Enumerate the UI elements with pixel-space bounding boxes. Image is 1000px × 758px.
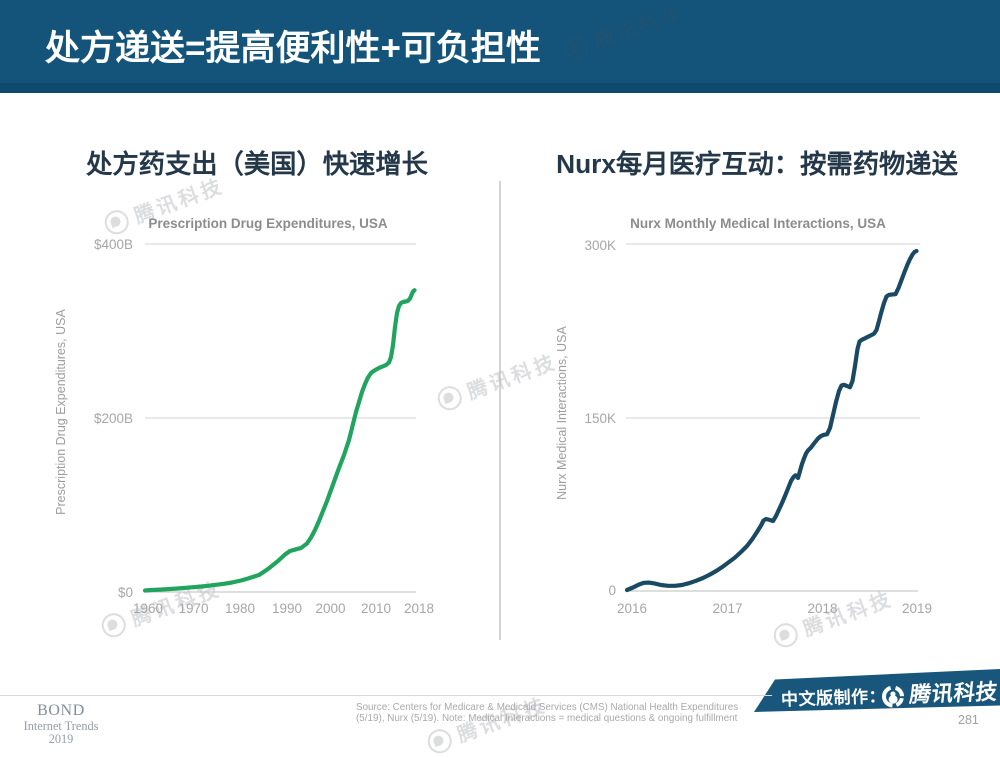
svg-text:Prescription Drug Expenditures: Prescription Drug Expenditures, USA	[148, 216, 388, 231]
svg-text:1990: 1990	[272, 601, 302, 616]
svg-text:0: 0	[608, 583, 616, 598]
svg-text:$0: $0	[118, 585, 133, 600]
svg-text:2010: 2010	[361, 601, 391, 616]
svg-text:2017: 2017	[712, 601, 742, 616]
svg-text:2016: 2016	[617, 601, 647, 616]
svg-text:1960: 1960	[133, 601, 163, 616]
svg-text:2000: 2000	[315, 601, 345, 616]
svg-text:Prescription Drug Expenditures: Prescription Drug Expenditures, USA	[54, 309, 68, 515]
svg-text:Nurx Monthly Medical Interacti: Nurx Monthly Medical Interactions, USA	[630, 216, 886, 231]
svg-text:2019: 2019	[902, 601, 932, 616]
svg-text:1970: 1970	[178, 601, 208, 616]
svg-text:1980: 1980	[225, 601, 255, 616]
svg-text:2018: 2018	[404, 601, 434, 616]
svg-text:腾讯科技: 腾讯科技	[908, 679, 999, 707]
svg-text:150K: 150K	[584, 411, 616, 426]
svg-text:$400B: $400B	[94, 237, 133, 252]
svg-text:300K: 300K	[584, 238, 616, 253]
svg-text:Nurx Medical Interactions, USA: Nurx Medical Interactions, USA	[555, 326, 569, 500]
svg-text:中文版制作：: 中文版制作：	[781, 686, 887, 710]
svg-text:$200B: $200B	[94, 411, 133, 426]
svg-text:2018: 2018	[807, 601, 837, 616]
